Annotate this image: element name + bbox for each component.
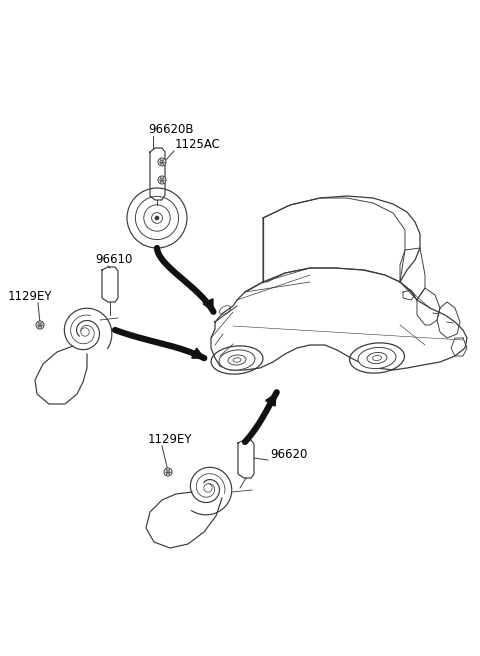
Text: 1129EY: 1129EY — [148, 433, 192, 446]
Circle shape — [204, 484, 212, 492]
Text: 1129EY: 1129EY — [8, 290, 52, 303]
Circle shape — [36, 321, 44, 329]
Circle shape — [158, 158, 166, 166]
Circle shape — [155, 216, 159, 220]
Circle shape — [164, 468, 172, 476]
Circle shape — [158, 176, 166, 184]
Text: 96620: 96620 — [270, 448, 307, 461]
Text: 1125AC: 1125AC — [175, 138, 221, 151]
Text: 96610: 96610 — [95, 253, 132, 266]
Ellipse shape — [219, 350, 255, 370]
Ellipse shape — [233, 358, 241, 362]
Ellipse shape — [358, 348, 396, 369]
Ellipse shape — [372, 356, 382, 361]
Circle shape — [81, 328, 89, 337]
Text: 96620B: 96620B — [148, 123, 193, 136]
